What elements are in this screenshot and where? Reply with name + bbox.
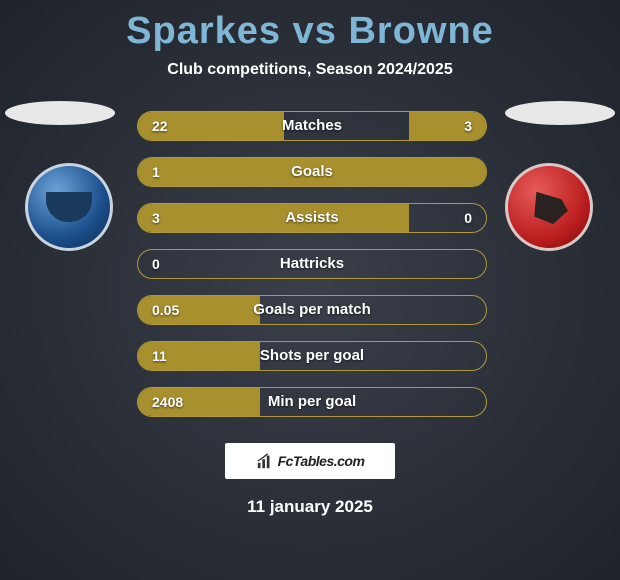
stat-row: 1Goals (137, 157, 487, 187)
shadow-oval-left (5, 101, 115, 125)
vs-text: vs (293, 10, 337, 52)
stat-value-right: 0 (464, 204, 472, 232)
logo-text: FcTables.com (278, 453, 365, 469)
stat-row: 2408Min per goal (137, 387, 487, 417)
peterborough-crest (25, 163, 113, 251)
stat-row: 22Matches3 (137, 111, 487, 141)
player2-name: Browne (348, 10, 493, 52)
stat-row: 0.05Goals per match (137, 295, 487, 325)
stat-row: 0Hattricks (137, 249, 487, 279)
stat-value-right: 3 (464, 112, 472, 140)
stat-label: Shots per goal (138, 342, 486, 370)
stat-label: Hattricks (138, 250, 486, 278)
stat-label: Goals (138, 158, 486, 186)
fctables-logo[interactable]: FcTables.com (225, 443, 395, 479)
subtitle: Club competitions, Season 2024/2025 (0, 61, 620, 79)
stat-row: 11Shots per goal (137, 341, 487, 371)
stat-label: Assists (138, 204, 486, 232)
stat-label: Goals per match (138, 296, 486, 324)
content-area: 22Matches31Goals3Assists00Hattricks0.05G… (0, 101, 620, 431)
player1-name: Sparkes (126, 10, 281, 52)
stat-bars: 22Matches31Goals3Assists00Hattricks0.05G… (137, 111, 487, 433)
stat-label: Min per goal (138, 388, 486, 416)
shadow-oval-right (505, 101, 615, 125)
walsall-crest (505, 163, 593, 251)
date: 11 january 2025 (0, 497, 620, 517)
stat-row: 3Assists0 (137, 203, 487, 233)
comparison-title: Sparkes vs Browne (0, 0, 620, 53)
stat-label: Matches (138, 112, 486, 140)
chart-icon (256, 452, 274, 470)
